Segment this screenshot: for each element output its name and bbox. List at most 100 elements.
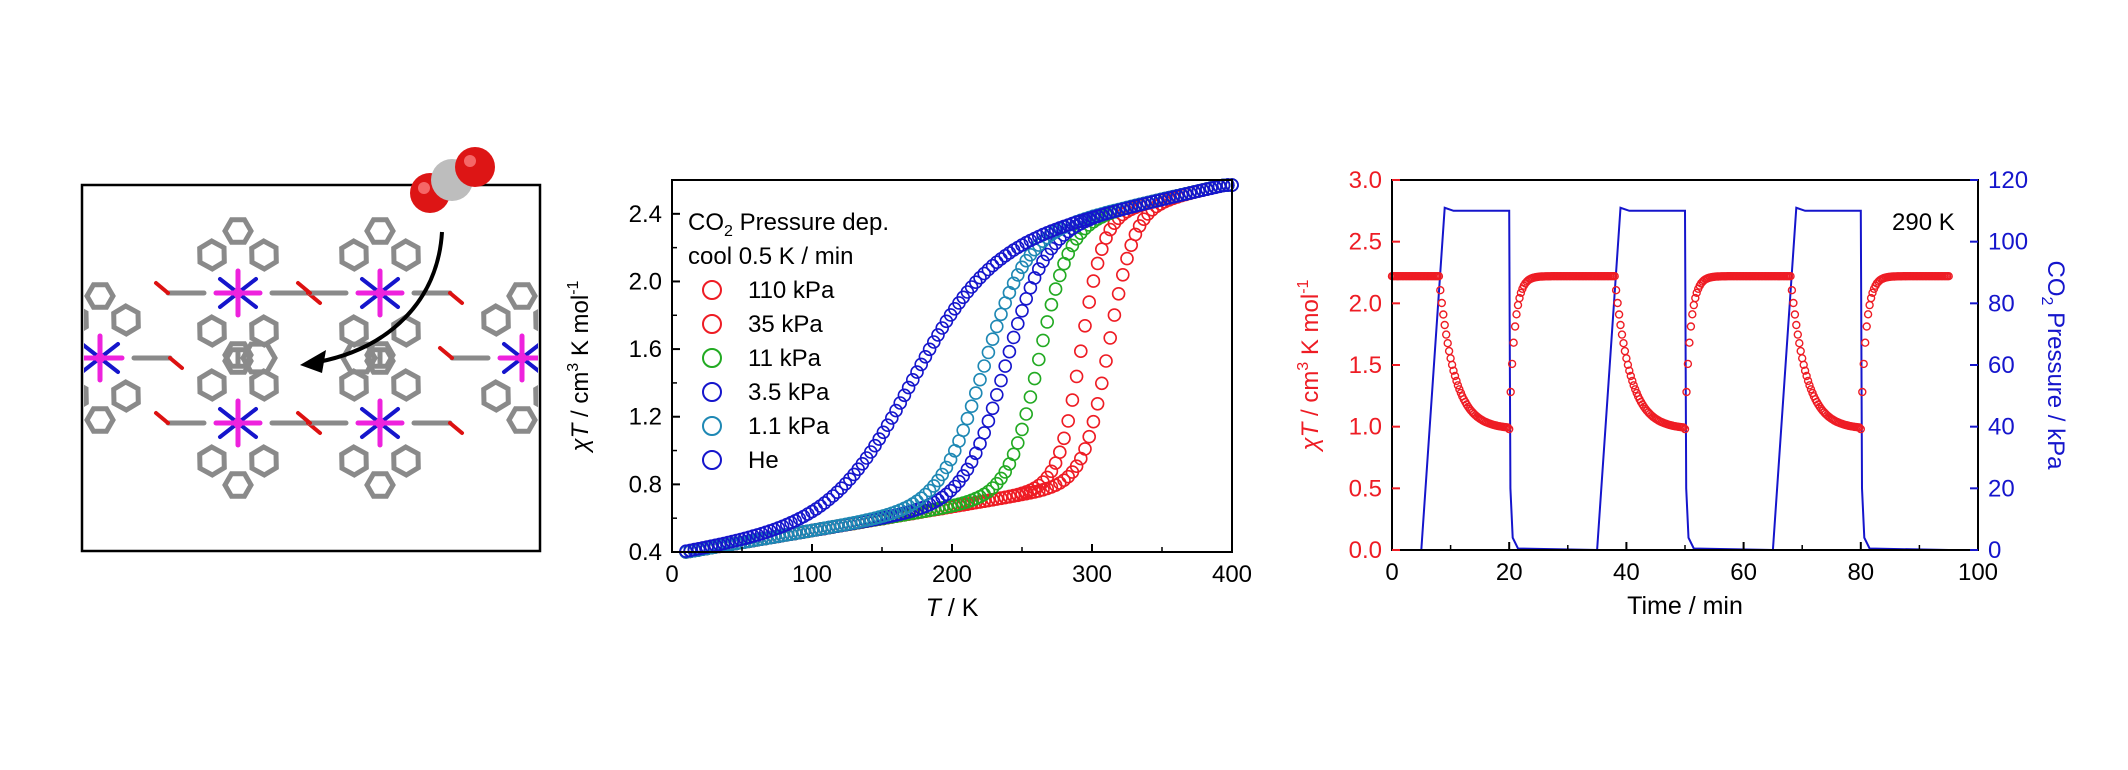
- c1-y-axis-label: χT / cm3 K mol-1: [565, 280, 594, 453]
- c1-x-tick-label: 0: [665, 561, 678, 588]
- c2-data-point: [1617, 330, 1627, 339]
- c1-data-point: [1053, 268, 1067, 283]
- c2-left-y-tick-label: 0.0: [1349, 537, 1382, 564]
- c2-data-point: [1685, 338, 1694, 347]
- c2-data-point: [1616, 320, 1625, 330]
- c2-data-point: [1610, 272, 1619, 281]
- c2-data-point: [1614, 310, 1624, 319]
- c1-data-point: [880, 418, 895, 433]
- c1-data-point: [981, 262, 996, 277]
- c1-data-point: [1015, 303, 1029, 318]
- c2-data-point: [1787, 286, 1797, 295]
- c2-data-point: [1805, 381, 1814, 390]
- c1-y-tick-label: 0.8: [629, 471, 662, 498]
- c2-data-point: [1507, 359, 1517, 369]
- c2-data-point: [1865, 300, 1874, 310]
- c1-data-point: [939, 460, 954, 475]
- c1-data-point: [931, 328, 945, 342]
- c1-data-point: [1111, 286, 1126, 301]
- c1-y-tick-label: 1.2: [629, 404, 662, 431]
- c1-data-point: [1048, 282, 1063, 296]
- ring: [197, 368, 227, 402]
- svg-text:11 kPa: 11 kPa: [748, 345, 822, 372]
- c2-data-point: [1455, 385, 1464, 394]
- ring: [84, 384, 89, 408]
- c1-data-point: [998, 465, 1013, 479]
- c1-data-point: [985, 401, 1000, 416]
- ring: [84, 282, 116, 310]
- c1-data-point: [1103, 331, 1117, 345]
- c1-legend-item: 11 kPa: [702, 345, 822, 372]
- c2-data-point: [1680, 424, 1690, 434]
- structure-panel: [18, 147, 542, 553]
- c2-data-point: [1516, 288, 1526, 297]
- metal-atom: [375, 418, 385, 428]
- c1-x-tick-label: 200: [932, 561, 972, 588]
- c2-data-point: [1862, 322, 1871, 331]
- ring: [197, 314, 227, 348]
- c2-data-point: [1439, 310, 1448, 319]
- c2-data-point: [1679, 423, 1688, 432]
- c1-data-point: [1086, 274, 1101, 288]
- c2-data-point: [1691, 293, 1700, 303]
- c2-data-point: [1509, 338, 1518, 347]
- c1-data-point: [817, 496, 832, 510]
- ring: [84, 308, 89, 332]
- c2-x-tick-label: 100: [1958, 559, 1998, 586]
- c2-data-point: [1506, 387, 1515, 397]
- c1-y-tick-label: 2.4: [629, 201, 662, 228]
- c1-data-point: [994, 373, 1008, 388]
- c1-data-point: [1099, 354, 1113, 368]
- c1-data-point: [1010, 316, 1025, 331]
- c1-legend-item: 110 kPa: [702, 277, 835, 304]
- c2-data-point: [1626, 371, 1636, 381]
- ring: [249, 368, 279, 402]
- bond: [448, 421, 464, 435]
- c2-data-point: [1868, 288, 1877, 297]
- c1-data-point: [989, 319, 1004, 334]
- bond: [18, 348, 30, 358]
- c2-data-point: [1434, 272, 1444, 281]
- c2-data-point: [1447, 360, 1457, 369]
- ring: [391, 238, 421, 272]
- c1-data-point: [1036, 333, 1050, 348]
- c2-x-tick-label: 40: [1613, 559, 1640, 586]
- c1-data-point: [1078, 442, 1092, 456]
- ring: [84, 406, 116, 434]
- c1-data-point: [935, 467, 950, 482]
- c2-data-point: [1796, 346, 1805, 356]
- c1-data-point: [977, 426, 992, 440]
- c1-data-point: [813, 499, 828, 513]
- c1-data-point: [981, 414, 996, 428]
- c2-data-point: [1789, 298, 1798, 308]
- c1-data-point: [926, 335, 941, 349]
- c1-data-point: [1116, 267, 1130, 282]
- c1-data-point: [960, 411, 975, 426]
- c1-data-point: [981, 484, 996, 499]
- bond: [154, 411, 170, 425]
- c1-data-point: [977, 359, 992, 373]
- c2-data-point: [1512, 310, 1521, 319]
- c1-data-point: [1120, 251, 1134, 266]
- c2-data-point: [1515, 293, 1524, 303]
- c1-data-point: [1036, 254, 1050, 269]
- c1-data-points: [679, 178, 1239, 559]
- c1-x-axis-label: T / K: [926, 594, 979, 622]
- c1-data-point: [914, 491, 929, 506]
- c1-data-point: [893, 396, 908, 410]
- c2-data-point: [1860, 338, 1870, 347]
- c1-data-point: [1107, 308, 1122, 322]
- c1-data-point: [939, 487, 954, 502]
- ring: [111, 303, 141, 337]
- c2-data-point: [1503, 423, 1512, 432]
- c1-data-point: [922, 483, 937, 498]
- c2-data-point: [1689, 300, 1699, 310]
- c1-data-point: [922, 342, 937, 357]
- c2-data-point: [1858, 387, 1867, 397]
- c1-data-point: [1090, 396, 1105, 411]
- c1-data-point: [1132, 219, 1147, 233]
- c2-data-point: [1625, 366, 1634, 375]
- c1-data-point: [1006, 276, 1021, 291]
- c1-data-point: [834, 481, 849, 496]
